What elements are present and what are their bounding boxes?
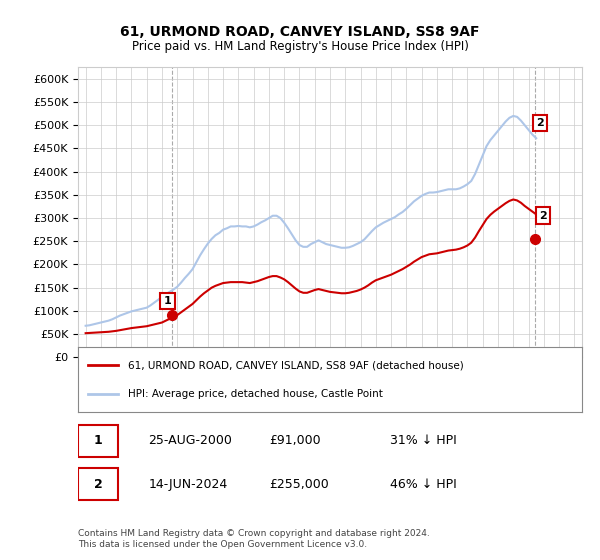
Text: 46% ↓ HPI: 46% ↓ HPI (391, 478, 457, 491)
Text: 1: 1 (163, 296, 171, 306)
Text: 1: 1 (94, 434, 103, 447)
Text: 2: 2 (94, 478, 103, 491)
Text: £91,000: £91,000 (269, 434, 321, 447)
Text: HPI: Average price, detached house, Castle Point: HPI: Average price, detached house, Cast… (128, 389, 383, 399)
Text: 61, URMOND ROAD, CANVEY ISLAND, SS8 9AF (detached house): 61, URMOND ROAD, CANVEY ISLAND, SS8 9AF … (128, 360, 464, 370)
Text: £255,000: £255,000 (269, 478, 329, 491)
Text: 2: 2 (536, 118, 544, 128)
Text: 31% ↓ HPI: 31% ↓ HPI (391, 434, 457, 447)
Text: 61, URMOND ROAD, CANVEY ISLAND, SS8 9AF: 61, URMOND ROAD, CANVEY ISLAND, SS8 9AF (120, 25, 480, 39)
Text: Contains HM Land Registry data © Crown copyright and database right 2024.
This d: Contains HM Land Registry data © Crown c… (78, 529, 430, 549)
Text: 14-JUN-2024: 14-JUN-2024 (149, 478, 228, 491)
Text: Price paid vs. HM Land Registry's House Price Index (HPI): Price paid vs. HM Land Registry's House … (131, 40, 469, 53)
FancyBboxPatch shape (78, 468, 118, 501)
Text: 2: 2 (539, 211, 547, 221)
FancyBboxPatch shape (78, 424, 118, 457)
Text: 25-AUG-2000: 25-AUG-2000 (149, 434, 232, 447)
